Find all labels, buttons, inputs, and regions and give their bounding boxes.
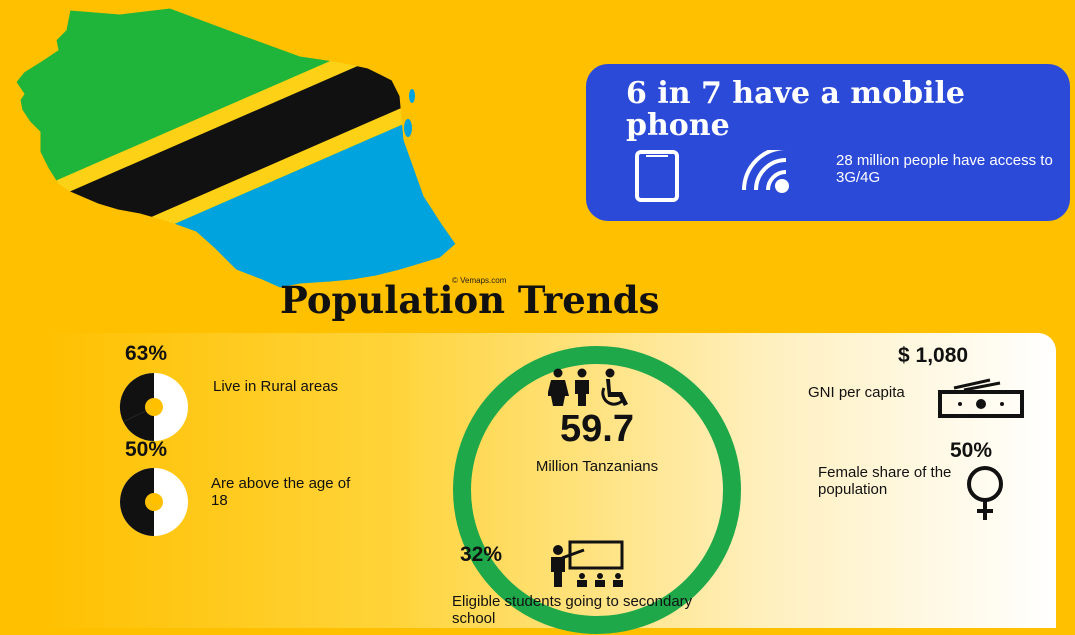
stats-panel — [40, 333, 1056, 628]
map-outline — [15, 7, 457, 289]
mobile-title: 6 in 7 have a mobile phone — [626, 76, 965, 143]
money-icon — [938, 378, 1024, 418]
smartphone-icon — [635, 150, 679, 202]
island-zanzibar — [404, 119, 412, 137]
population-ring — [453, 346, 741, 634]
island-pemba — [409, 89, 415, 103]
school-label: Eligible students going to secondary sch… — [452, 593, 693, 627]
wifi-signal-icon — [742, 150, 789, 193]
map-credit: © Vemaps.com — [452, 276, 507, 285]
rural-label: Live in Rural areas — [213, 378, 339, 395]
rural-percentage: 63% — [125, 342, 168, 365]
donut-chart-icon — [119, 372, 188, 442]
people-icon — [548, 368, 628, 406]
female-percentage: 50% — [950, 439, 993, 462]
donut-chart-icon — [120, 468, 188, 536]
school-percentage: 32% — [460, 543, 503, 566]
gni-label: GNI per capita — [808, 384, 905, 401]
adult-percentage: 50% — [125, 438, 168, 461]
population-value: 59.7 — [560, 408, 634, 450]
female-symbol-icon — [967, 466, 1003, 520]
female-label: Female share of the population — [818, 464, 952, 498]
tanzania-flag-map — [15, 7, 457, 289]
mobile-card: 6 in 7 have a mobile phone 28 million pe… — [586, 64, 1070, 221]
classroom-icon — [551, 540, 624, 587]
section-title: Population Trends — [280, 278, 660, 322]
mobile-access-note: 28 million people have access to 3G/4G — [836, 152, 1053, 186]
population-label: Million Tanzanians — [535, 458, 659, 475]
adult-label: Are above the age of 18 — [211, 475, 351, 509]
gni-value: $ 1,080 — [898, 344, 969, 367]
